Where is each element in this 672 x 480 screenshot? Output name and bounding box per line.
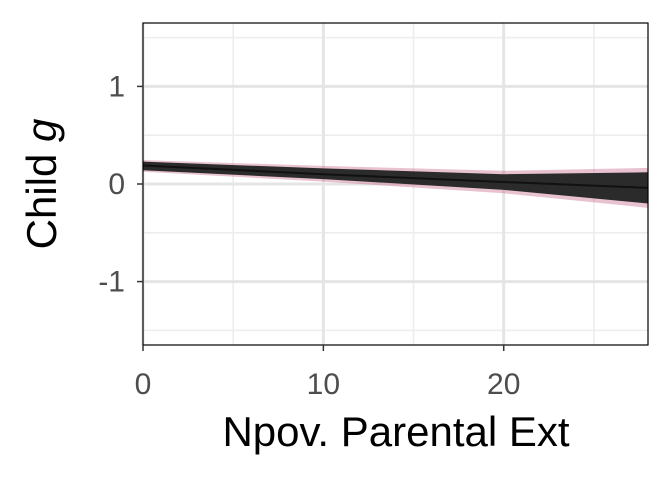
x-axis-ticks: 0 10 20 [135,345,520,401]
y-tick-label: -1 [98,266,125,299]
x-tick-label: 20 [487,368,520,401]
y-axis-title: Child g [18,119,65,250]
x-tick-label: 10 [307,368,340,401]
mean-line [142,164,649,189]
y-axis-title-text: Child [18,142,65,249]
y-axis-ticks: -1 0 1 [98,70,143,299]
y-axis-title-italic: g [18,119,65,142]
y-tick-label: 0 [108,168,125,201]
x-axis-title: Npov. Parental Ext [222,408,569,455]
grid [141,23,648,345]
x-tick-label: 0 [135,368,152,401]
y-tick-label: 1 [108,70,125,103]
prediction-band [142,160,649,208]
